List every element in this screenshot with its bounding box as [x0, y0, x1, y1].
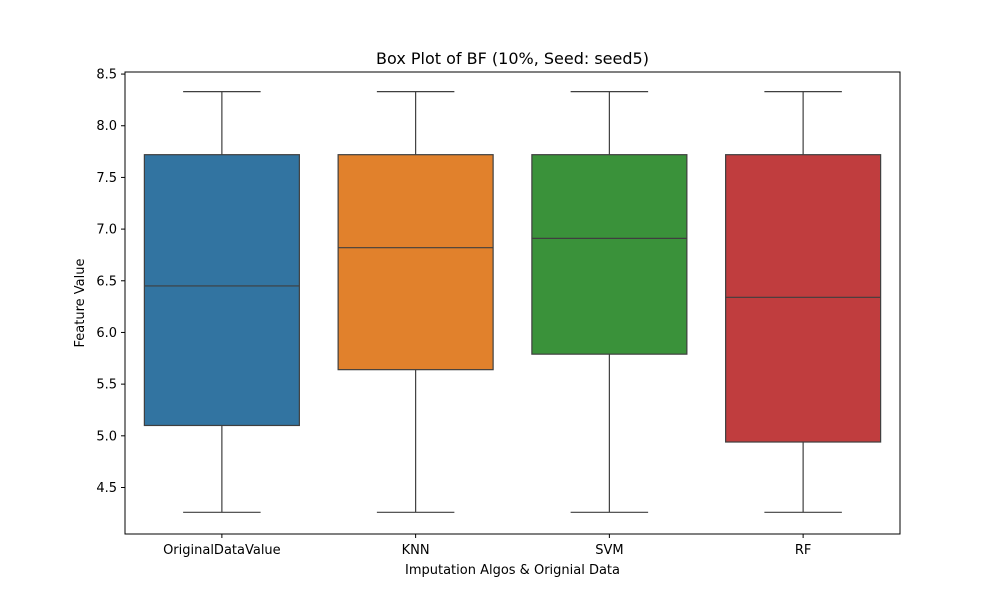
y-tick-label: 8.5 — [96, 68, 117, 83]
box-group — [143, 91, 300, 513]
y-tick-label: 6.5 — [96, 274, 117, 289]
y-tick-label: 8.0 — [96, 119, 117, 134]
x-tick-label: SVM — [595, 543, 623, 558]
box — [143, 154, 300, 427]
y-tick-label: 7.5 — [96, 171, 117, 186]
y-tick-label: 4.5 — [96, 481, 117, 496]
x-tick-label: RF — [795, 543, 812, 558]
box — [531, 154, 688, 355]
y-tick-label: 5.0 — [96, 429, 117, 444]
chart-title: Box Plot of BF (10%, Seed: seed5) — [376, 49, 649, 68]
boxes-layer — [143, 91, 882, 513]
box-group — [531, 91, 688, 513]
x-axis-label: Imputation Algos & Orignial Data — [405, 563, 620, 578]
y-axis-label: Feature Value — [73, 259, 88, 348]
x-tick-label: OriginalDataValue — [163, 543, 281, 558]
box — [337, 154, 494, 371]
y-tick-label: 7.0 — [96, 223, 117, 238]
box-group — [337, 91, 494, 513]
box-group — [725, 91, 882, 513]
plot-frame — [124, 71, 901, 535]
box — [725, 154, 882, 443]
y-tick-label: 6.0 — [96, 326, 117, 341]
x-axis: OriginalDataValue KNN SVM RF — [163, 534, 811, 558]
x-tick-label: KNN — [402, 543, 430, 558]
y-tick-label: 5.5 — [96, 378, 117, 393]
y-axis: 4.5 5.0 5.5 6.0 6.5 7.0 7.5 8.0 8.5 — [96, 68, 125, 496]
